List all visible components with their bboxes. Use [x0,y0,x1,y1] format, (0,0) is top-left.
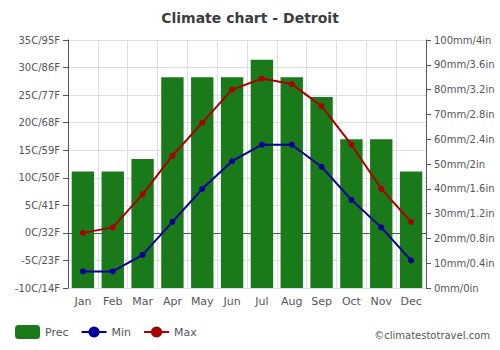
svg-text:Mar: Mar [132,295,153,308]
svg-text:Prec: Prec [45,326,69,339]
svg-text:50mm/2in: 50mm/2in [434,159,485,170]
svg-text:20C/68F: 20C/68F [18,117,60,128]
svg-text:60mm/2.4in: 60mm/2.4in [434,134,495,145]
svg-text:-10C/14F: -10C/14F [15,283,60,294]
svg-text:0mm/0in: 0mm/0in [434,283,479,294]
svg-text:90mm/3.6in: 90mm/3.6in [434,59,495,70]
svg-text:-5C/23F: -5C/23F [21,255,60,266]
svg-text:Oct: Oct [342,295,362,308]
svg-text:Jun: Jun [222,295,240,308]
svg-text:30mm/1.2in: 30mm/1.2in [434,208,495,219]
svg-text:Jul: Jul [254,295,268,308]
svg-text:Jan: Jan [73,295,91,308]
svg-text:May: May [191,295,214,308]
svg-text:25C/77F: 25C/77F [18,90,60,101]
svg-text:100mm/4in: 100mm/4in [434,35,491,46]
svg-text:80mm/3.2in: 80mm/3.2in [434,84,495,95]
svg-text:Max: Max [174,326,197,339]
svg-text:Sep: Sep [311,295,332,308]
svg-text:40mm/1.6in: 40mm/1.6in [434,183,495,194]
svg-text:0C/32F: 0C/32F [25,227,60,238]
svg-text:10mm/0.4in: 10mm/0.4in [434,258,495,269]
svg-text:5C/41F: 5C/41F [25,200,60,211]
svg-text:Aug: Aug [281,295,302,308]
svg-text:30C/86F: 30C/86F [18,62,60,73]
svg-text:Min: Min [112,326,132,339]
svg-text:Apr: Apr [163,295,183,308]
svg-text:©climatestotravel.com: ©climatestotravel.com [374,330,490,341]
svg-text:15C/59F: 15C/59F [18,145,60,156]
svg-text:10C/50F: 10C/50F [18,172,60,183]
svg-text:70mm/2.8in: 70mm/2.8in [434,109,495,120]
svg-text:Dec: Dec [400,295,421,308]
svg-text:Climate chart - Detroit: Climate chart - Detroit [161,10,339,26]
svg-text:20mm/0.8in: 20mm/0.8in [434,233,495,244]
svg-text:35C/95F: 35C/95F [18,35,60,46]
svg-text:Feb: Feb [103,295,122,308]
svg-text:Nov: Nov [371,295,393,308]
